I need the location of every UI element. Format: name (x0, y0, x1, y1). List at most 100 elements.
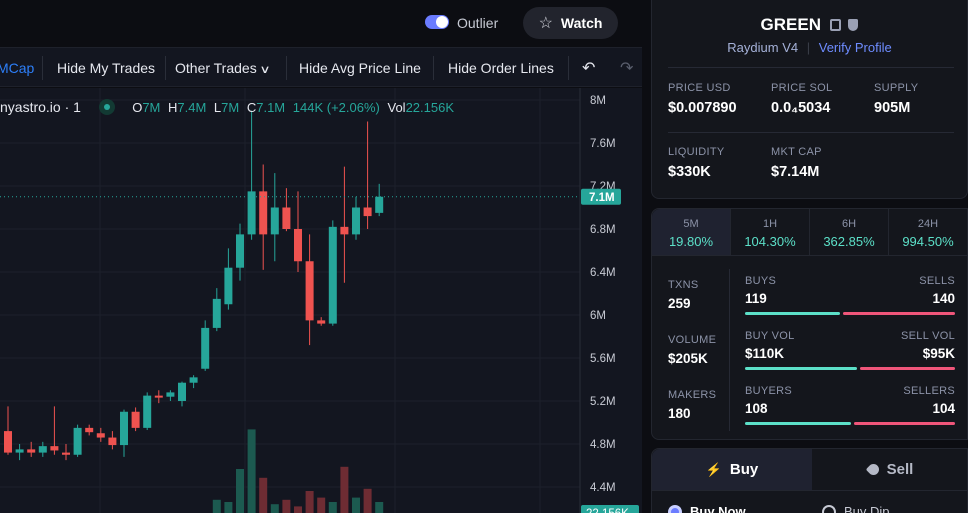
volume-bar (363, 488, 372, 513)
timeframe-tabs: 5M 19.80% 1H 104.30% 6H 362.85% 24H 994.… (652, 209, 967, 256)
vol-bar (745, 367, 955, 370)
tab-value: 104.30% (744, 234, 796, 249)
volume-bar (236, 469, 244, 513)
volume-value: $205K (668, 351, 708, 366)
candle-body (96, 433, 105, 438)
divider (668, 132, 954, 133)
watch-button[interactable]: ☆ Watch (523, 7, 618, 39)
candle-body (212, 298, 221, 328)
toggle-knob (436, 16, 448, 28)
volume-key: VOLUME (668, 334, 717, 346)
row-values: $110K $95K (745, 346, 955, 361)
candle-body (15, 449, 24, 453)
tab-label: 1H (762, 218, 778, 230)
liquidity-stat: LIQUIDITY $330K (668, 146, 725, 180)
buy-tab[interactable]: ⚡ Buy (652, 449, 812, 490)
sellers-value: 104 (932, 401, 955, 416)
sellers-key: SELLERS (903, 385, 955, 397)
y-tick-label: 4.8M (590, 439, 616, 451)
row-labels: BUYERS SELLERS (745, 385, 955, 397)
hide-avg-price-line-button[interactable]: Hide Avg Price Line (299, 60, 421, 76)
volume-bar (340, 466, 349, 513)
volume-badge (581, 505, 639, 513)
tab-label: 5M (683, 218, 699, 230)
supply-stat: SUPPLY 905M (874, 82, 918, 116)
toolbar-divider (165, 56, 166, 80)
candle-body (154, 395, 163, 398)
tab-label: 24H (917, 218, 939, 230)
candle-body (317, 320, 326, 324)
candle-body (328, 226, 337, 324)
volume-stat: VOLUME $205K (668, 334, 716, 366)
mkt-cap-key: MKT CAP (771, 146, 822, 158)
candle-body (247, 191, 256, 235)
tab-24h[interactable]: 24H 994.50% (889, 209, 967, 255)
other-trades-label: Other Trades (175, 60, 257, 76)
outlier-toggle[interactable] (425, 15, 449, 29)
liquidity-key: LIQUIDITY (668, 146, 725, 158)
buyers-bar (745, 422, 851, 425)
verify-profile-link[interactable]: Verify Profile (818, 40, 892, 55)
chart-source-label: nyastro.io · 1 (0, 99, 81, 115)
buys-bar (745, 312, 840, 315)
row-labels: BUYS SELLS (745, 275, 955, 287)
candle-body (305, 261, 314, 321)
y-tick-label: 5.2M (590, 396, 616, 408)
copy-icon[interactable] (829, 19, 841, 31)
tab-1h[interactable]: 1H 104.30% (731, 209, 810, 255)
buy-dip-option[interactable]: Buy Dip (822, 504, 890, 513)
redo-icon[interactable]: ↷ (620, 60, 634, 77)
liquidity-value: $330K (668, 164, 711, 180)
hide-my-trades-button[interactable]: Hide My Trades (57, 60, 156, 76)
watch-label: Watch (560, 15, 603, 31)
volume-bar (317, 497, 326, 513)
sells-value: 140 (932, 291, 955, 306)
volume-key: Vol (387, 100, 406, 115)
buy-tab-label: Buy (729, 461, 759, 478)
hide-order-lines-button[interactable]: Hide Order Lines (448, 60, 554, 76)
volume-bar (305, 491, 314, 513)
y-tick-label: 6.4M (590, 267, 616, 279)
buys-key: BUYS (745, 275, 777, 287)
price-usd-stat: PRICE USD $0.007890 (668, 82, 737, 116)
candle-body (27, 449, 36, 453)
toolbar-divider (568, 56, 569, 80)
price-usd-key: PRICE USD (668, 82, 731, 94)
candle-body (340, 226, 349, 235)
buy-now-option[interactable]: Buy Now (668, 504, 746, 513)
volume-value: 22.156K (405, 100, 454, 115)
other-trades-dropdown[interactable]: Other Trades ∨ (175, 60, 270, 76)
price-chart[interactable]: 8M 7.6M 7.2M 6.8M 6.4M 6M 5.6M 5.2M 4.8M 4.4M 7.1M… (0, 88, 642, 513)
candle-body (294, 229, 302, 262)
high-key: H (168, 100, 178, 115)
candle-body (270, 207, 279, 235)
sell-tab-label: Sell (886, 461, 914, 478)
chart-legend: nyastro.io · 1 O7M H7.4M L7M C7.1M 144K … (0, 99, 454, 115)
divider (668, 67, 954, 68)
stats-panel: 5M 19.80% 1H 104.30% 6H 362.85% 24H 994.… (651, 208, 968, 440)
buy-vol-value: $110K (745, 346, 785, 361)
candle-body (282, 207, 291, 229)
makers-value: 180 (668, 406, 691, 421)
buys-sells-row: BUYS SELLS 119 140 (745, 275, 955, 315)
tab-value: 19.80% (668, 234, 714, 249)
tab-5m[interactable]: 5M 19.80% (652, 209, 731, 255)
toolbar-divider (433, 56, 434, 80)
undo-icon[interactable]: ↶ (582, 60, 596, 77)
open-value: 7M (142, 100, 161, 115)
tab-6h[interactable]: 6H 362.85% (810, 209, 889, 255)
makers-bar (745, 422, 955, 425)
candle-body (108, 437, 117, 446)
radio-icon (822, 504, 836, 513)
txns-key: TXNS (668, 279, 699, 291)
token-subheader: Raydium V4 | Verify Profile (652, 40, 967, 55)
buy-dip-label: Buy Dip (844, 504, 890, 513)
chart-canvas[interactable]: 8M7.6M7.2M6.8M6.4M6M5.6M5.2M4.8M4.4M7.1M… (0, 88, 642, 513)
price-usd-value: $0.007890 (668, 100, 737, 116)
close-value: 7.1M (256, 100, 286, 115)
mcap-toggle[interactable]: MCap (0, 60, 35, 76)
mkt-cap-value: $7.14M (771, 164, 820, 180)
sell-tab[interactable]: Sell (812, 449, 968, 490)
candle-body (189, 377, 198, 383)
